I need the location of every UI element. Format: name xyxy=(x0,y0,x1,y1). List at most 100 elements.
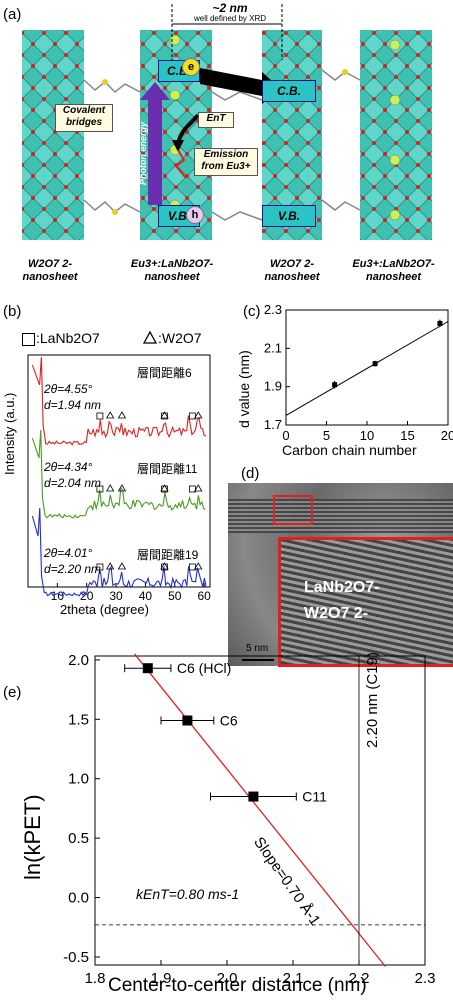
b-xlabel: 2theta (degree) xyxy=(60,602,149,617)
pet-label: PET xyxy=(218,58,240,70)
e-point-label: C6 (HCl) xyxy=(177,660,231,676)
c-ytick-label: 1.7 xyxy=(264,417,282,432)
sheet-label-1: W2O7 2- nanosheet xyxy=(22,258,78,283)
e-point xyxy=(142,663,153,674)
b-triangle-marker xyxy=(194,411,203,419)
c-ylabel: d value (nm) xyxy=(236,350,252,428)
tem-image: LaNb2O7- W2O7 2- 5 nm xyxy=(228,483,453,667)
b-xtick-label: 60 xyxy=(197,589,211,603)
c-point xyxy=(372,361,378,367)
b-trace xyxy=(31,356,207,447)
c-xtick-label: 0 xyxy=(282,428,289,443)
e-fit-line xyxy=(134,653,386,967)
panel-d-label: (d) xyxy=(241,465,260,482)
electron-icon: e xyxy=(182,58,200,76)
e-ytick-label: -0.5 xyxy=(63,949,89,966)
b-triangle-marker xyxy=(194,484,203,492)
tem-inset xyxy=(278,537,453,667)
sheet-label-4: Eu3+:LaNb2O7- nanosheet xyxy=(352,258,435,283)
c-xtick-label: 10 xyxy=(360,428,374,443)
inset-bottom-label: W2O7 2- xyxy=(304,605,369,622)
e-xtick-label: 2.1 xyxy=(283,970,304,987)
trace1-d: d=1.94 nm xyxy=(44,398,102,412)
e-ytick-label: 1.5 xyxy=(68,711,89,728)
dim-label: ~2 nm xyxy=(212,1,248,15)
b-trace xyxy=(31,507,207,597)
c-ytick-label: 2.1 xyxy=(264,340,282,355)
e-vline-label: 2.20 nm (C19) xyxy=(364,652,381,748)
e-ytick-label: 0.5 xyxy=(68,830,89,847)
panel-c-label: (c) xyxy=(243,303,261,320)
cb-right: C.B. xyxy=(262,80,316,102)
b-square-marker xyxy=(161,485,168,493)
b-triangle-marker xyxy=(105,562,115,570)
sheet-4 xyxy=(360,30,432,240)
c-xtick-label: 15 xyxy=(400,428,414,443)
vb-right: V.B. xyxy=(262,205,316,227)
e-hline-label: kEnT=0.80 ms-1 xyxy=(136,886,240,902)
emission-label: Emission from Eu3+ xyxy=(194,148,258,176)
b-xticks: 10 20 30 40 50 60 xyxy=(51,583,211,603)
b-xtick-label: 20 xyxy=(80,589,94,603)
panel-b-chart: 10 20 30 40 50 60 xyxy=(27,354,211,603)
b-xtick-label: 30 xyxy=(109,589,123,603)
e-ylabel: ln(kPET) xyxy=(20,794,45,880)
b-triangle-marker xyxy=(117,411,127,419)
b-triangle-marker xyxy=(105,411,115,419)
panel-b-frame xyxy=(27,354,211,588)
b-square-marker xyxy=(188,412,196,420)
e-ytick-label: 1.0 xyxy=(68,771,89,788)
pet-arrow xyxy=(200,68,280,104)
b-markers xyxy=(96,411,203,571)
sheet-1 xyxy=(22,30,84,240)
b-traces xyxy=(31,356,207,597)
c-point xyxy=(332,382,338,388)
c-ytick-label: 2.3 xyxy=(264,302,282,317)
trace3-name: 層間距離19 xyxy=(137,548,199,562)
e-ytick-label: 2.0 xyxy=(68,652,89,669)
legend-triangle-text: :W2O7 xyxy=(158,330,202,346)
e-xlabel: Center-to-center distance (nm) xyxy=(108,975,367,996)
c-point xyxy=(437,320,443,326)
b-xtick-label: 50 xyxy=(168,589,182,603)
c-xlabel: Carbon chain number xyxy=(282,442,417,458)
e-point-label: C11 xyxy=(302,789,327,805)
e-xtick-label: 2.3 xyxy=(415,970,436,987)
e-xtick-label: 1.8 xyxy=(85,970,106,987)
trace2-d: d=2.04 nm xyxy=(44,476,102,490)
square-legend-icon xyxy=(22,333,35,346)
b-triangle-marker xyxy=(194,562,203,570)
e-xtick-label: 2.2 xyxy=(349,970,370,987)
trace1-name: 層間距離6 xyxy=(137,366,192,380)
triangle-legend-icon xyxy=(143,331,157,344)
b-ylabel: Intensity (a.u.) xyxy=(2,392,17,475)
b-triangle-marker xyxy=(105,484,115,492)
b-square-marker xyxy=(161,563,168,571)
b-triangle-marker xyxy=(160,562,169,570)
e-point xyxy=(248,791,259,802)
panel-a-label: (a) xyxy=(3,6,22,23)
trace3-d: d=2.20 nm xyxy=(44,562,102,576)
b-square-marker xyxy=(188,485,196,493)
e-point xyxy=(182,715,193,726)
b-xtick-label: 10 xyxy=(51,589,65,603)
panel-e-chart: 1.8 1.9 2.0 2.1 2.2 2.3 -0.5 0.0 0.5 1.0 1.5 2.0 C6… xyxy=(63,652,436,987)
hole-icon: h xyxy=(186,206,204,224)
trace3-theta: 2θ=4.01° xyxy=(44,546,93,560)
sheet-label-2: Eu3+:LaNb2O7- nanosheet xyxy=(130,258,214,283)
e-ytick-label: 0.0 xyxy=(68,890,89,907)
b-triangle-marker xyxy=(117,562,127,570)
ent-label: EnT xyxy=(198,112,234,128)
panel-c-chart: 0 5 10 15 20 1.7 1.9 2.1 2.3 xyxy=(264,302,453,443)
b-xtick-label: 40 xyxy=(139,589,153,603)
trace2-name: 層間距離11 xyxy=(137,462,198,476)
trace1-theta: 2θ=4.55° xyxy=(44,382,93,396)
c-ytick-label: 1.9 xyxy=(264,379,282,394)
b-triangle-marker xyxy=(160,484,169,492)
inset-top-label: LaNb2O7- xyxy=(304,579,380,596)
panel-b-label: (b) xyxy=(3,303,22,320)
b-square-marker xyxy=(96,485,104,493)
b-square-marker xyxy=(161,412,168,420)
scale-label: 5 nm xyxy=(246,643,269,654)
e-xtick-label: 2.0 xyxy=(217,970,238,987)
